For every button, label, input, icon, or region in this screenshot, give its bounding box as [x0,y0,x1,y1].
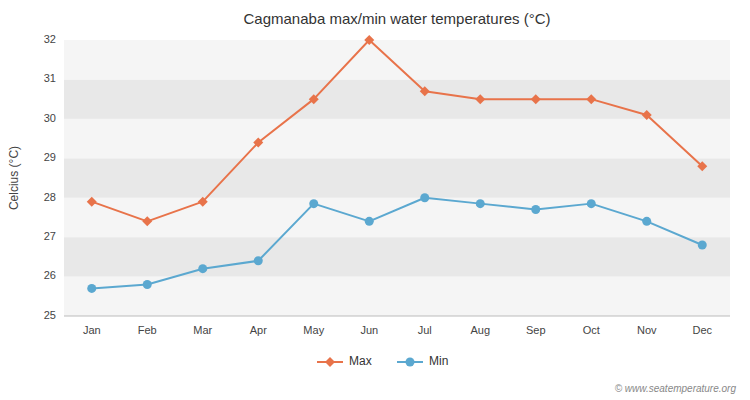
x-tick-label: Oct [583,324,600,336]
diamond-marker [87,197,97,207]
x-tick-label: May [303,324,324,336]
y-axis-label: Celcius (°C) [7,146,21,210]
y-tick-label: 27 [44,230,56,242]
y-band [64,198,730,237]
y-tick-label: 32 [44,33,56,45]
diamond-marker [253,138,263,148]
y-band [64,79,730,118]
bands [64,40,730,316]
diamond-marker [364,35,374,45]
diamond-marker [325,357,335,367]
watermark: © www.seatemperature.org [615,383,737,394]
series-line [92,40,703,221]
circle-marker [698,241,707,250]
chart-title: Cagmanaba max/min water temperatures (°C… [244,10,551,27]
diamond-marker [198,197,208,207]
x-tick-label: Jun [360,324,378,336]
x-tick-label: Dec [692,324,712,336]
circle-marker [531,205,540,214]
series-markers [87,35,708,293]
chart-svg: 25 26 27 28 29 30 31 32 Jan Feb Mar Apr May Jun Jul Aug… [0,0,750,400]
diamond-marker [475,94,485,104]
circle-marker [254,256,263,265]
diamond-marker [586,94,596,104]
circle-marker [143,280,152,289]
circle-marker [198,264,207,273]
x-tick-label: Sep [526,324,546,336]
circle-marker [587,199,596,208]
circle-marker [309,199,318,208]
y-tick-label: 30 [44,112,56,124]
legend-label: Max [349,354,372,368]
x-tick-label: Jan [83,324,101,336]
series-lines [92,40,703,288]
diamond-marker [531,94,541,104]
circle-marker [365,217,374,226]
y-band [64,158,730,197]
y-band [64,237,730,276]
diamond-marker [142,216,152,226]
x-tick-label: Mar [193,324,212,336]
circle-marker [420,193,429,202]
diamond-marker [420,86,430,96]
series-line [92,198,703,289]
circle-marker [406,358,415,367]
diamond-marker [309,94,319,104]
y-tick-label: 29 [44,151,56,163]
x-axis-line [64,316,730,317]
x-tick-label: Apr [250,324,267,336]
legend: Max Min [317,354,448,368]
y-band [64,119,730,158]
y-band [64,277,730,316]
x-tick-label: Feb [138,324,157,336]
y-band [64,40,730,79]
legend-label: Min [429,354,448,368]
x-tick-label: Jul [418,324,432,336]
x-tick-label: Aug [470,324,490,336]
y-tick-label: 28 [44,191,56,203]
chart-container: 25 26 27 28 29 30 31 32 Jan Feb Mar Apr May Jun Jul Aug… [0,0,750,400]
circle-marker [642,217,651,226]
x-tick-label: Nov [637,324,657,336]
circle-marker [87,284,96,293]
y-tick-label: 31 [44,72,56,84]
circle-marker [476,199,485,208]
diamond-marker [697,161,707,171]
y-tick-label: 25 [44,309,56,321]
y-tick-label: 26 [44,269,56,281]
diamond-marker [642,110,652,120]
